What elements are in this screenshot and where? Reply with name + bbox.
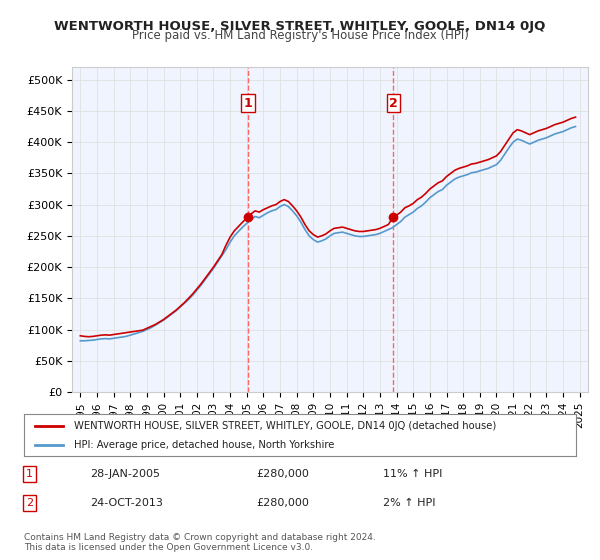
Text: 2: 2 xyxy=(389,97,398,110)
Text: WENTWORTH HOUSE, SILVER STREET, WHITLEY, GOOLE, DN14 0JQ (detached house): WENTWORTH HOUSE, SILVER STREET, WHITLEY,… xyxy=(74,421,496,431)
Text: 2: 2 xyxy=(26,498,33,508)
Text: £280,000: £280,000 xyxy=(256,498,309,508)
Text: 1: 1 xyxy=(26,469,33,479)
Text: WENTWORTH HOUSE, SILVER STREET, WHITLEY, GOOLE, DN14 0JQ: WENTWORTH HOUSE, SILVER STREET, WHITLEY,… xyxy=(55,20,545,32)
Text: 11% ↑ HPI: 11% ↑ HPI xyxy=(383,469,442,479)
Text: Price paid vs. HM Land Registry's House Price Index (HPI): Price paid vs. HM Land Registry's House … xyxy=(131,29,469,42)
Text: £280,000: £280,000 xyxy=(256,469,309,479)
Text: 2% ↑ HPI: 2% ↑ HPI xyxy=(383,498,436,508)
Text: This data is licensed under the Open Government Licence v3.0.: This data is licensed under the Open Gov… xyxy=(24,543,313,552)
Text: HPI: Average price, detached house, North Yorkshire: HPI: Average price, detached house, Nort… xyxy=(74,440,334,450)
Text: Contains HM Land Registry data © Crown copyright and database right 2024.: Contains HM Land Registry data © Crown c… xyxy=(24,533,376,542)
Text: 24-OCT-2013: 24-OCT-2013 xyxy=(90,498,163,508)
Text: 1: 1 xyxy=(244,97,253,110)
Text: 28-JAN-2005: 28-JAN-2005 xyxy=(90,469,160,479)
